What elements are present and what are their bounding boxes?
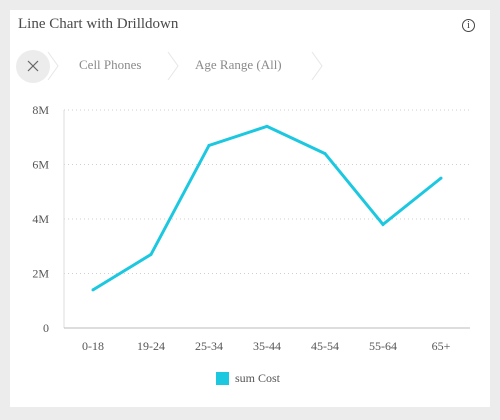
- legend-swatch: [216, 371, 229, 385]
- breadcrumb-item-cell-phones[interactable]: Cell Phones: [79, 57, 142, 72]
- y-tick-label: 0: [43, 321, 49, 335]
- data-point: [91, 288, 95, 292]
- close-icon: [27, 60, 39, 72]
- x-tick-label: 35-44: [253, 339, 281, 353]
- chart-title: Line Chart with Drilldown: [18, 16, 179, 32]
- breadcrumb-separator-icon: [47, 51, 59, 81]
- data-point: [207, 143, 211, 147]
- y-tick-label: 8M: [32, 103, 49, 117]
- series-line: [92, 124, 442, 292]
- legend-label: sum Cost: [235, 370, 281, 385]
- data-point: [323, 152, 327, 156]
- data-point: [265, 124, 269, 128]
- clear-drilldown-button[interactable]: [16, 50, 50, 83]
- line-chart: 0 2M 4M 6M 8M 0-18 19-24 25-34 35-44 45-54 55-64 65…: [32, 103, 470, 353]
- legend[interactable]: sum Cost: [216, 370, 280, 386]
- chart-card: Line Chart with Drilldown i Cell Phones …: [10, 10, 490, 407]
- y-tick-label: 2M: [32, 267, 49, 281]
- data-point: [381, 222, 385, 226]
- x-tick-label: 25-34: [195, 339, 223, 353]
- x-tick-label: 0-18: [82, 339, 104, 353]
- info-icon[interactable]: i: [462, 19, 475, 32]
- y-tick-label: 6M: [32, 158, 49, 172]
- data-point: [149, 252, 153, 256]
- breadcrumb-item-age-range[interactable]: Age Range (All): [195, 57, 282, 72]
- x-tick-label: 19-24: [137, 339, 165, 353]
- y-tick-label: 4M: [32, 212, 49, 226]
- x-tick-label: 55-64: [369, 339, 397, 353]
- breadcrumb-separator-icon: [311, 51, 323, 81]
- breadcrumb-separator-icon: [167, 51, 179, 81]
- x-tick-label: 45-54: [311, 339, 339, 353]
- data-point: [439, 176, 443, 180]
- x-tick-label: 65+: [432, 339, 451, 353]
